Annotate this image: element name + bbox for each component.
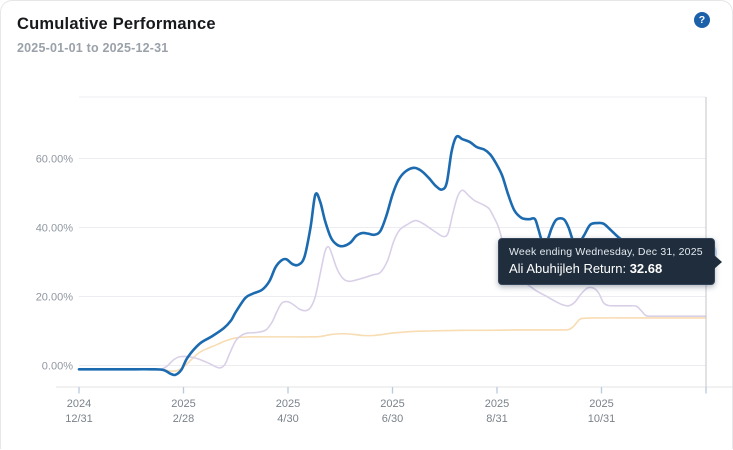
x-tick-date: 4/30 bbox=[277, 413, 298, 425]
tooltip-value: 32.68 bbox=[630, 261, 663, 276]
y-tick-label: 0.00% bbox=[42, 361, 73, 373]
tooltip-arrow bbox=[714, 255, 722, 269]
tooltip-series-line: Ali Abuhijleh Return: 32.68 bbox=[509, 261, 703, 276]
y-tick-label: 40.00% bbox=[36, 223, 74, 235]
tooltip-week-ending: Week ending Wednesday, Dec 31, 2025 bbox=[509, 246, 703, 258]
chart-header: Cumulative Performance 2025-01-01 to 202… bbox=[17, 15, 716, 55]
x-tick-date: 10/31 bbox=[588, 413, 616, 425]
x-tick-year: 2025 bbox=[380, 398, 404, 410]
x-tick-date: 12/31 bbox=[65, 413, 93, 425]
x-tick-year: 2025 bbox=[276, 398, 300, 410]
y-tick-label: 60.00% bbox=[36, 154, 74, 166]
x-tick-date: 8/31 bbox=[486, 413, 507, 425]
y-tick-label: 20.00% bbox=[36, 292, 74, 304]
x-tick-year: 2025 bbox=[589, 398, 613, 410]
x-tick-year: 2025 bbox=[485, 398, 509, 410]
x-tick-date: 6/30 bbox=[382, 413, 403, 425]
x-tick-year: 2024 bbox=[67, 398, 91, 410]
date-range-subtitle: 2025-01-01 to 2025-12-31 bbox=[17, 41, 716, 55]
x-tick-date: 2/28 bbox=[173, 413, 194, 425]
chart-tooltip: Week ending Wednesday, Dec 31, 2025 Ali … bbox=[498, 238, 715, 285]
tooltip-series-label: Ali Abuhijleh Return: bbox=[509, 261, 626, 276]
page-title: Cumulative Performance bbox=[17, 15, 716, 34]
x-tick-year: 2025 bbox=[171, 398, 195, 410]
series-line-unlabeled-series-3 bbox=[79, 318, 706, 371]
